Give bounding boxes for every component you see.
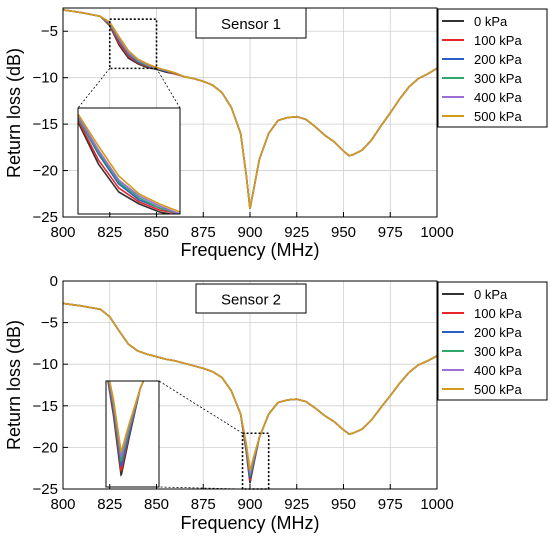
series-lines	[63, 302, 437, 484]
y-tick-label: −10	[33, 356, 58, 373]
inset-series-line-1	[78, 119, 180, 214]
x-tick-label: 875	[191, 224, 216, 241]
x-tick-label: 1000	[420, 496, 453, 513]
chart-title: Sensor 1	[221, 16, 281, 33]
legend: 0 kPa 100 kPa 200 kPa 300 kPa 400 kPa 500 kPa	[437, 281, 548, 401]
y-tick-label: −20	[33, 439, 58, 456]
legend-entry-5: 500 kPa	[474, 109, 522, 124]
legend-entry-1: 100 kPa	[474, 306, 522, 321]
x-tick-label: 825	[97, 496, 122, 513]
legend-entry-4: 400 kPa	[474, 363, 522, 378]
inset-series-line-3	[78, 117, 180, 214]
x-axis-label: Frequency (MHz)	[180, 240, 319, 260]
ticks: 800 825 850 875 900 925 950 975 1000 −5 −10 −15 −20 −…	[33, 23, 454, 241]
series-line-5	[63, 302, 437, 471]
legend: 0 kPa 100 kPa 200 kPa 300 kPa 400 kPa 500 kPa	[437, 8, 548, 128]
x-tick-label: 875	[191, 496, 216, 513]
x-tick-label: 1000	[420, 224, 453, 241]
x-tick-label: 850	[144, 496, 169, 513]
legend-entry-4: 400 kPa	[474, 90, 522, 105]
series-line-5	[63, 9, 437, 209]
chart-2: 800 825 850 875 900 925 950 975 1000 0 −5 −10 −15 −20…	[4, 273, 548, 533]
inset-frame	[105, 380, 160, 488]
inset-series-line-5	[78, 113, 180, 213]
legend-entry-2: 200 kPa	[474, 52, 522, 67]
ticks: 800 825 850 875 900 925 950 975 1000 0 −5 −10 −15 −20…	[33, 273, 454, 513]
inset-series-line-4	[78, 115, 180, 214]
y-tick-label: −15	[33, 398, 58, 415]
x-tick-label: 950	[331, 496, 356, 513]
y-axis-label: Return loss (dB)	[4, 48, 24, 178]
zoom-connector	[158, 380, 243, 434]
legend-entry-5: 500 kPa	[474, 382, 522, 397]
legend-box	[437, 281, 548, 401]
y-tick-label: −5	[41, 315, 58, 332]
x-tick-label: 975	[378, 224, 403, 241]
legend-entry-0: 0 kPa	[474, 14, 508, 29]
x-tick-label: 800	[50, 224, 75, 241]
inset-series-line-0	[78, 121, 174, 214]
chart-title: Sensor 2	[221, 292, 281, 309]
y-tick-label: −20	[33, 163, 58, 180]
x-tick-label: 900	[237, 224, 262, 241]
zoom-connector	[77, 68, 111, 109]
x-tick-label: 925	[284, 496, 309, 513]
inset-background	[78, 108, 180, 214]
x-tick-label: 925	[284, 224, 309, 241]
legend-entry-3: 300 kPa	[474, 344, 522, 359]
legend-box	[437, 8, 548, 128]
inset-background	[106, 381, 159, 487]
y-tick-label: −5	[41, 23, 58, 40]
y-tick-label: −25	[33, 209, 58, 226]
inset-lines	[78, 113, 180, 214]
inset-lines	[107, 381, 145, 477]
inset-series-line-5	[108, 381, 145, 453]
chart-1: 800 825 850 875 900 925 950 975 1000 −5 −10 −15 −20 −…	[4, 7, 548, 260]
sensor-title-box	[195, 283, 307, 314]
y-tick-label: −15	[33, 116, 58, 133]
x-tick-label: 975	[378, 496, 403, 513]
sensor-title-box	[195, 7, 307, 39]
legend-entry-3: 300 kPa	[474, 71, 522, 86]
zoom-region-box	[241, 432, 270, 490]
legend-entry-2: 200 kPa	[474, 325, 522, 340]
x-tick-label: 800	[50, 496, 75, 513]
y-axis-label: Return loss (dB)	[4, 320, 24, 450]
legend-entry-0: 0 kPa	[474, 287, 508, 302]
x-axis-label: Frequency (MHz)	[180, 513, 319, 533]
legend-entry-1: 100 kPa	[474, 33, 522, 48]
y-tick-label: −25	[33, 481, 58, 498]
x-tick-label: 950	[331, 224, 356, 241]
series-lines	[63, 9, 437, 209]
x-tick-label: 825	[97, 224, 122, 241]
y-tick-label: 0	[50, 273, 58, 290]
inset-frame	[77, 107, 181, 215]
x-tick-label: 850	[144, 224, 169, 241]
y-tick-label: −10	[33, 70, 58, 87]
x-tick-label: 900	[237, 496, 262, 513]
